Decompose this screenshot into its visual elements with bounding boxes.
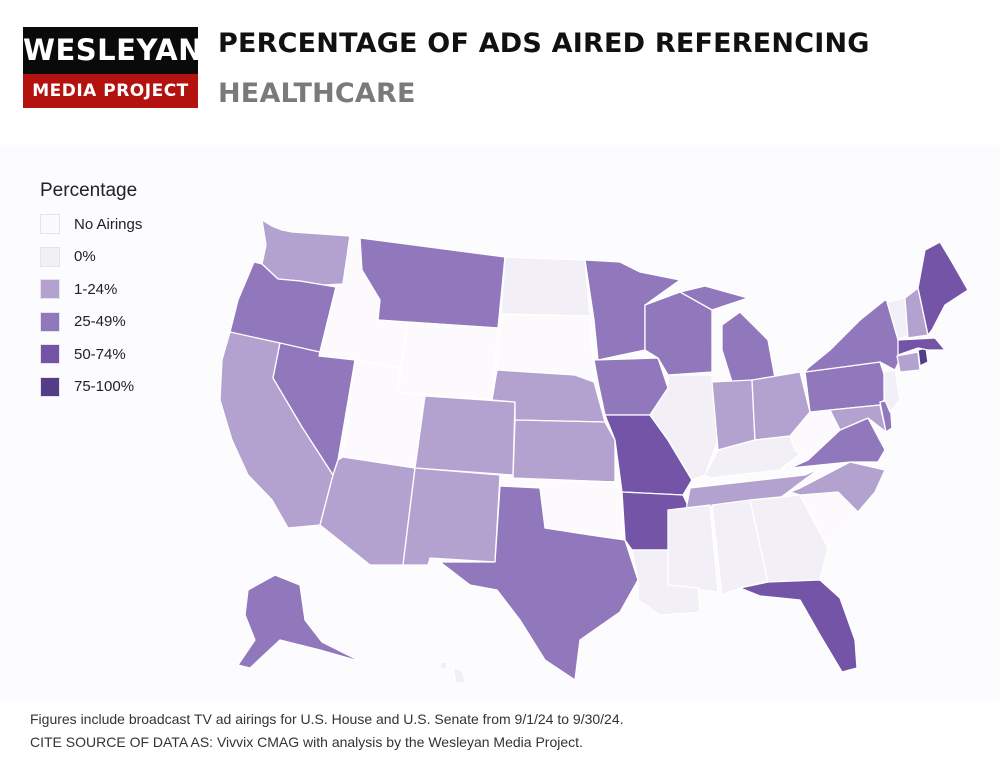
state-ri — [917, 347, 929, 367]
state-nd — [500, 256, 591, 317]
state-md — [829, 404, 887, 433]
legend-item-0pct: 0% — [40, 241, 142, 274]
legend-label: 25-49% — [74, 313, 126, 331]
state-wa — [261, 219, 351, 286]
header: WESLEYAN MEDIA PROJECT PERCENTAGE OF ADS… — [0, 0, 1000, 145]
state-nc — [789, 461, 886, 513]
legend-item-50-74pct: 50-74% — [40, 338, 142, 371]
legend-swatch — [40, 376, 60, 397]
footer-notes: Figures include broadcast TV ad airings … — [30, 708, 624, 754]
state-ms — [667, 504, 719, 593]
state-ks — [512, 419, 616, 483]
legend-item-no-airings: No Airings — [40, 208, 142, 241]
legend-label: 1-24% — [74, 280, 118, 298]
logo-line2: MEDIA PROJECT — [23, 74, 198, 108]
wesleyan-logo: WESLEYAN MEDIA PROJECT — [23, 27, 202, 108]
footer-line-1: Figures include broadcast TV ad airings … — [30, 711, 624, 727]
state-wy — [397, 321, 499, 401]
state-nm — [402, 467, 501, 566]
state-co — [414, 395, 516, 476]
state-tn — [685, 467, 821, 511]
legend-item-75-100pct: 75-100% — [40, 371, 142, 404]
legend-swatch — [40, 279, 60, 300]
logo-line1: WESLEYAN — [23, 27, 202, 74]
state-tx — [439, 485, 639, 681]
state-ga — [749, 494, 829, 583]
legend: Percentage No Airings 0% 1-24% 25-49% 50… — [40, 180, 142, 403]
legend-label: 75-100% — [74, 378, 135, 396]
state-nj — [883, 369, 901, 413]
legend-swatch — [40, 246, 60, 267]
legend-label: No Airings — [74, 215, 143, 233]
state-az — [319, 456, 416, 566]
state-va — [789, 417, 886, 469]
legend-swatch — [40, 344, 60, 365]
footer-line-2: CITE SOURCE OF DATA AS: Vivvix CMAG with… — [30, 734, 583, 750]
legend-title: Percentage — [40, 180, 138, 201]
legend-label: 50-74% — [74, 345, 126, 363]
state-hi — [439, 661, 467, 685]
legend-item-25-49pct: 25-49% — [40, 306, 142, 339]
state-ky — [704, 435, 806, 479]
state-ma — [897, 337, 946, 356]
legend-swatch — [40, 214, 60, 235]
state-fl — [739, 579, 858, 673]
state-in — [711, 379, 756, 451]
legend-item-1-24pct: 1-24% — [40, 273, 142, 306]
legend-swatch — [40, 311, 60, 332]
state-mt — [359, 237, 506, 329]
legend-label: 0% — [74, 248, 96, 266]
page-title: PERCENTAGE OF ADS AIRED REFERENCING — [218, 28, 870, 59]
state-ny — [804, 299, 903, 373]
state-ct — [896, 351, 921, 373]
state-or — [229, 261, 337, 357]
state-ak — [237, 574, 363, 669]
state-me — [917, 241, 969, 336]
page-subtitle: HEALTHCARE — [218, 78, 416, 109]
